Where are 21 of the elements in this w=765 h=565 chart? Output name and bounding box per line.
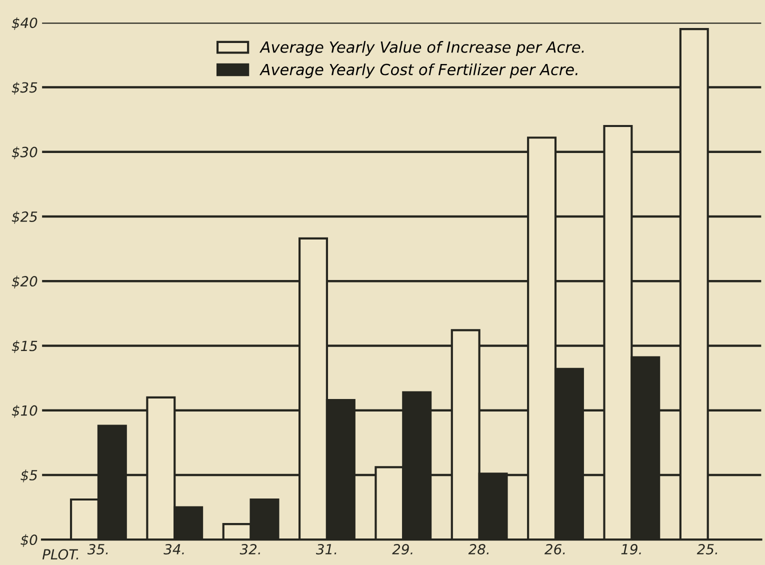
- y-tick-label: $5: [20, 470, 38, 482]
- x-tick-label: 31.: [316, 544, 336, 554]
- y-tick-label: $10: [12, 405, 38, 418]
- x-tick-label: 35.: [87, 544, 108, 554]
- y-tick-label: $15: [12, 340, 38, 354]
- x-tick-label: 26.: [544, 544, 565, 554]
- x-tick-label: 29.: [392, 544, 412, 554]
- y-tick-label: $30: [12, 146, 38, 160]
- y-tick-label: $20: [12, 276, 38, 288]
- x-tick-label: 19.: [621, 544, 641, 554]
- y-tick-label: $0: [20, 534, 38, 547]
- x-axis-title: PLOT.: [42, 549, 78, 560]
- legend-label: Average Yearly Value of Increase per Acre.: [260, 41, 584, 56]
- x-tick-label: 32.: [240, 544, 260, 554]
- legend-label: Average Yearly Cost of Fertilizer per Acre.: [260, 63, 578, 78]
- y-tick-label: $25: [12, 211, 38, 224]
- x-tick-label: 28.: [468, 544, 489, 554]
- y-tick-label: $40: [12, 17, 38, 30]
- y-tick-label: $35: [12, 82, 38, 95]
- x-tick-label: 25.: [696, 544, 718, 554]
- x-tick-label: 34.: [164, 544, 184, 554]
